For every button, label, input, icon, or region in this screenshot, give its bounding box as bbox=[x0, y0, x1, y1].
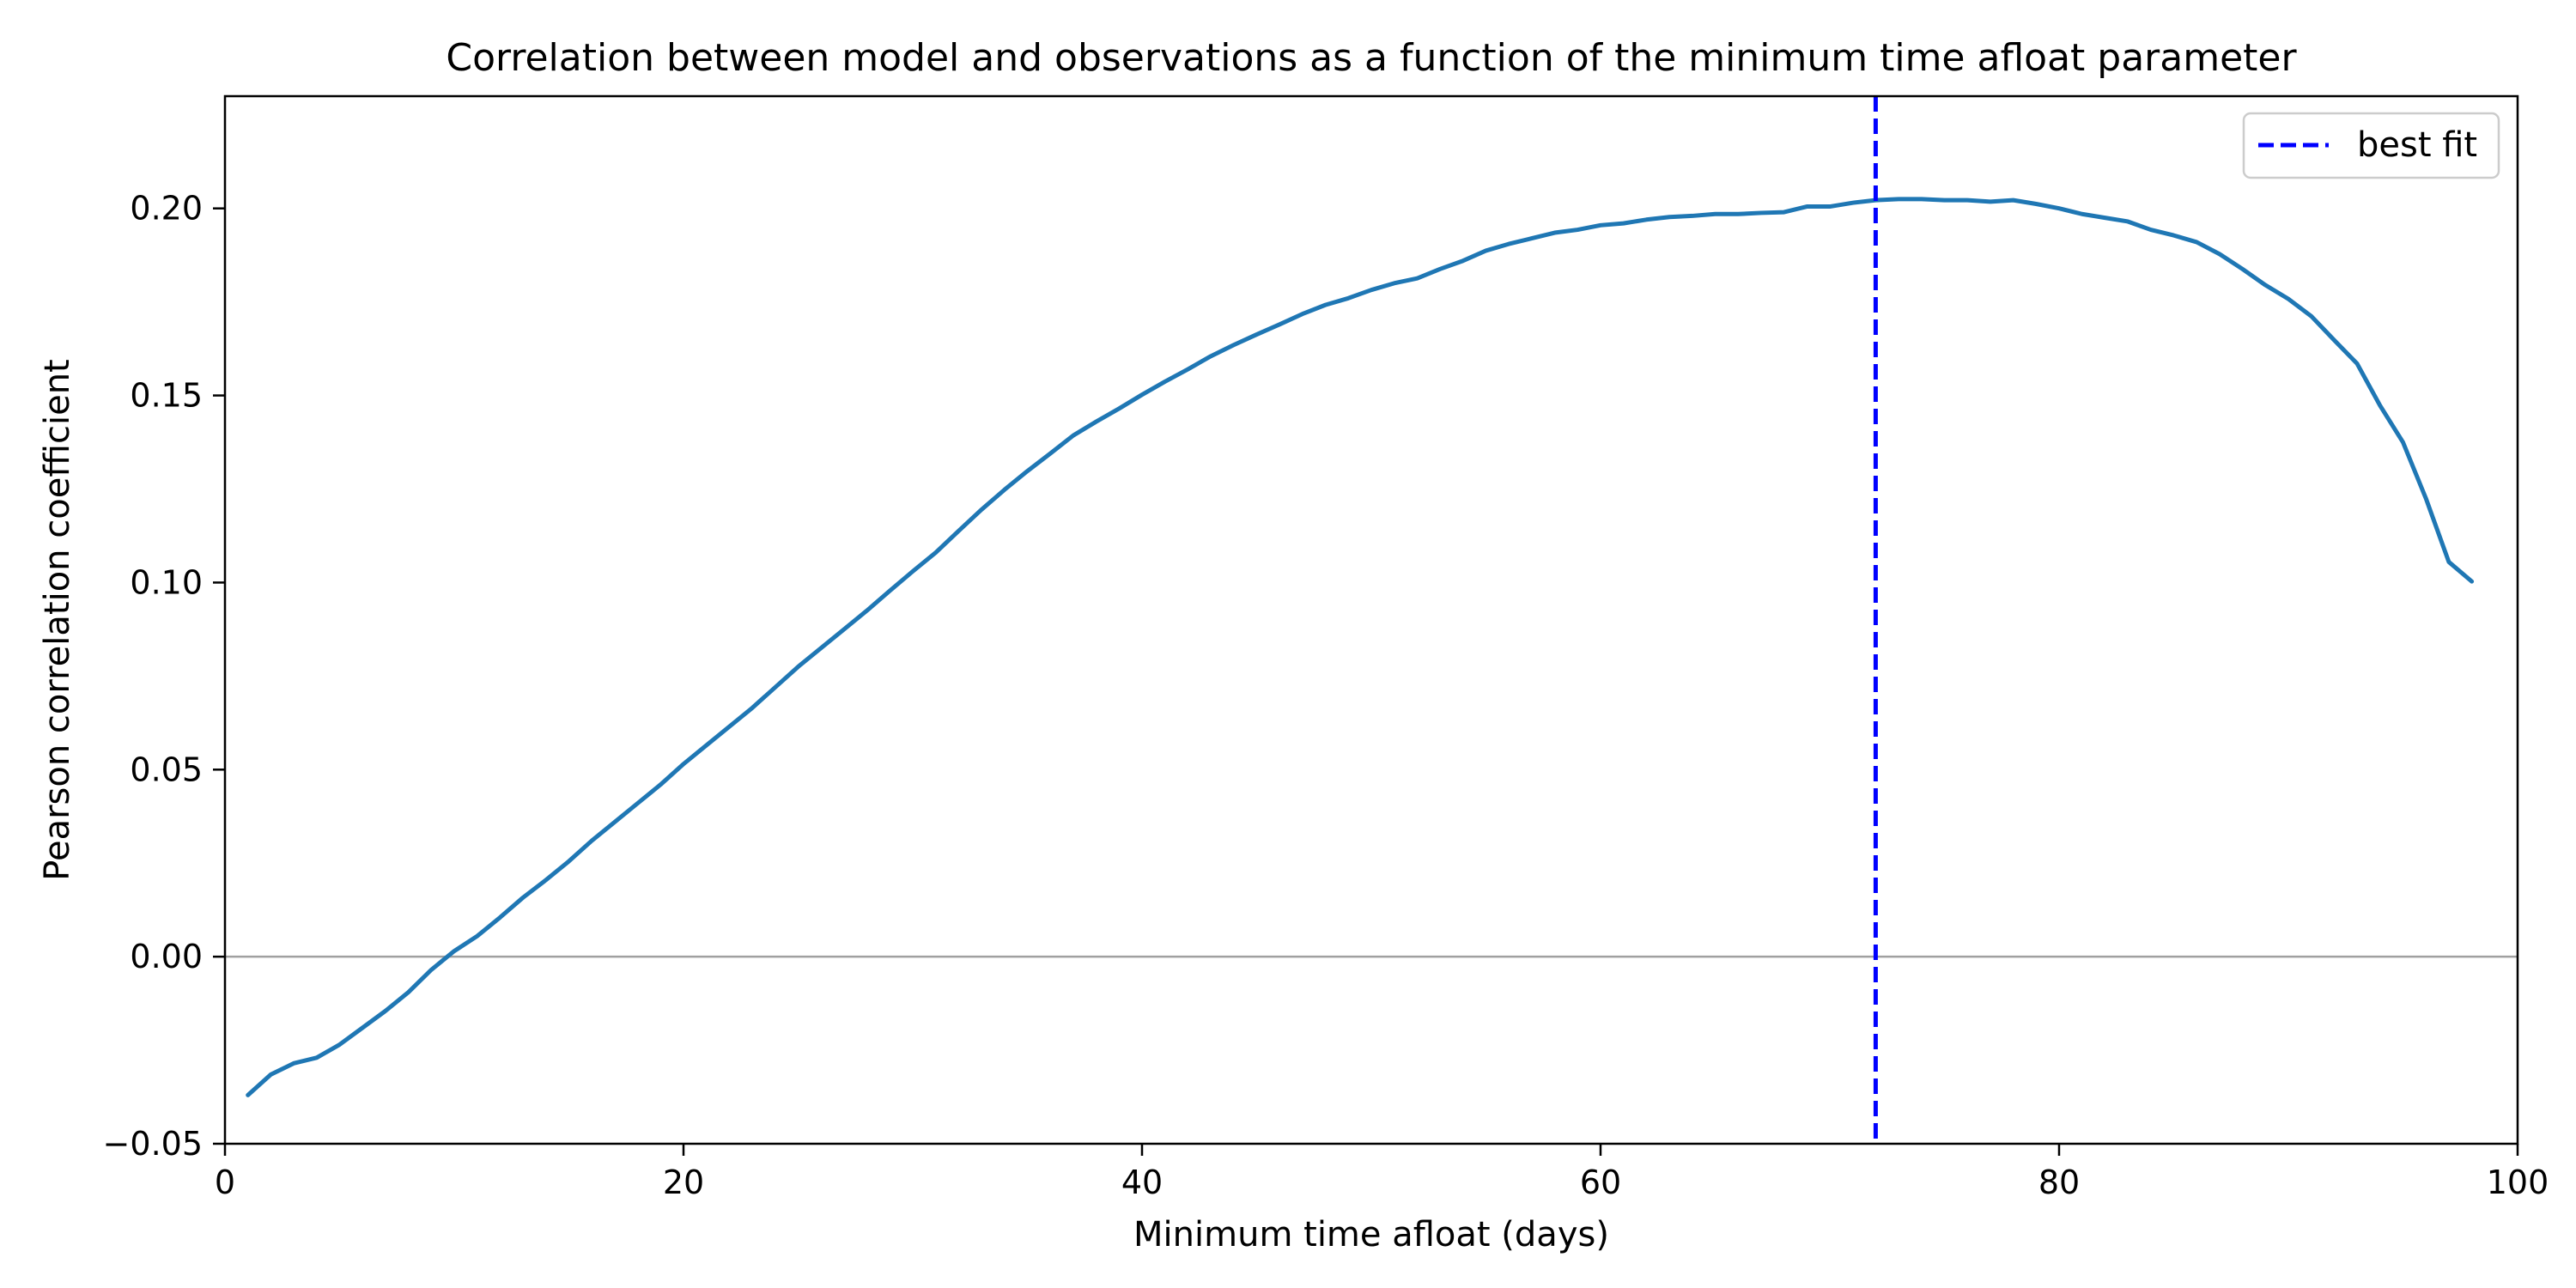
x-tick-label: 60 bbox=[1580, 1163, 1621, 1201]
y-axis-label: Pearson correlation coefficient bbox=[38, 359, 77, 880]
x-tick-label: 20 bbox=[663, 1163, 704, 1201]
x-tick-label: 0 bbox=[215, 1163, 235, 1201]
y-tick-label: 0.10 bbox=[130, 563, 203, 601]
plot-frame bbox=[223, 94, 2519, 1145]
x-tick-label: 80 bbox=[2038, 1163, 2080, 1201]
chart-title: Correlation between model and observatio… bbox=[446, 36, 2297, 80]
legend-label-best-fit: best fit bbox=[2357, 125, 2477, 165]
x-tick-label: 40 bbox=[1121, 1163, 1163, 1201]
legend: best fit bbox=[2242, 112, 2500, 179]
x-tick-label: 100 bbox=[2487, 1163, 2549, 1201]
legend-box bbox=[2242, 112, 2500, 179]
x-axis-label: Minimum time afloat (days) bbox=[1133, 1215, 1609, 1255]
y-axis: −0.05 0.00 0.05 0.10 0.15 0.20 bbox=[103, 190, 225, 1163]
y-tick-label: 0.00 bbox=[130, 938, 203, 975]
y-tick-label: 0.20 bbox=[130, 190, 203, 228]
y-tick-label: 0.05 bbox=[130, 750, 203, 788]
x-axis: 0 20 40 60 80 100 bbox=[215, 1144, 2549, 1201]
y-tick-label: 0.15 bbox=[130, 377, 203, 415]
series-line bbox=[246, 197, 2475, 1097]
y-tick-label: −0.05 bbox=[103, 1125, 203, 1163]
